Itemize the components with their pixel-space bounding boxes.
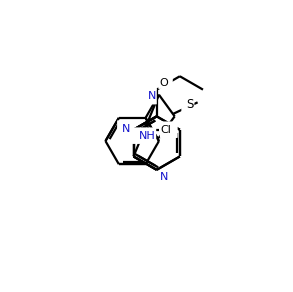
Text: Cl: Cl xyxy=(161,122,177,137)
Text: NH: NH xyxy=(130,128,156,143)
Text: N: N xyxy=(160,172,172,187)
Text: N: N xyxy=(143,89,156,104)
Text: O: O xyxy=(159,78,168,88)
Text: N: N xyxy=(160,172,168,182)
Text: N: N xyxy=(148,91,156,101)
Text: N: N xyxy=(118,121,131,136)
Text: O: O xyxy=(159,73,172,88)
Text: N: N xyxy=(122,124,131,133)
Text: Cl: Cl xyxy=(161,125,171,135)
Text: NH: NH xyxy=(139,131,156,141)
Text: S: S xyxy=(182,98,194,112)
Text: S: S xyxy=(186,98,194,112)
